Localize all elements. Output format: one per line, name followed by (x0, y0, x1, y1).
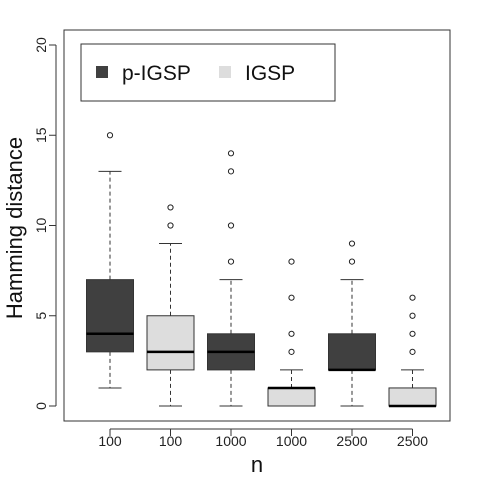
outlier-point (409, 312, 416, 319)
box-body (328, 333, 376, 371)
legend-swatch-igsp (219, 66, 231, 78)
box-5 (328, 240, 376, 407)
y-tick-label: 20 (33, 37, 49, 53)
legend: p-IGSP IGSP (80, 43, 336, 102)
legend-box (80, 43, 336, 102)
x-tick-label: 100 (159, 433, 183, 449)
box-body (146, 315, 195, 371)
x-axis: 100 100 1000 1000 2500 2500 (98, 428, 428, 449)
outlier-point (348, 240, 356, 247)
x-tick-label: 1000 (276, 433, 307, 449)
outlier-point (288, 348, 295, 355)
box-6 (388, 294, 437, 408)
box-body (388, 387, 437, 407)
outlier-point (106, 132, 114, 139)
y-tick-label: 0 (33, 402, 49, 410)
box-1 (86, 132, 134, 389)
box-4 (267, 258, 316, 407)
x-tick-label: 2500 (397, 433, 428, 449)
x-axis-title: n (251, 452, 263, 477)
y-tick-label: 15 (33, 127, 49, 143)
outlier-point (167, 204, 174, 211)
outlier-point (288, 294, 295, 301)
outlier-point (409, 294, 416, 301)
y-axis-title: Hamming distance (2, 137, 27, 319)
legend-swatch-p-igsp (96, 66, 108, 78)
plot-frame (63, 29, 451, 422)
y-tick-label: 10 (33, 218, 49, 234)
outlier-point (227, 168, 235, 175)
box-3 (207, 150, 255, 407)
box-body (267, 387, 316, 407)
outlier-point (348, 258, 356, 265)
boxes (86, 132, 437, 408)
legend-label-p-igsp: p-IGSP (122, 62, 191, 85)
outlier-point (227, 258, 235, 265)
outlier-point (288, 258, 295, 265)
outlier-point (409, 348, 416, 355)
y-axis: 0 5 10 15 20 (33, 37, 57, 410)
y-tick-label: 5 (33, 312, 49, 320)
legend-label-igsp: IGSP (245, 62, 295, 85)
x-tick-label: 1000 (215, 433, 246, 449)
box-2 (146, 204, 195, 407)
x-tick-label: 2500 (336, 433, 367, 449)
outlier-point (288, 330, 295, 337)
outlier-point (409, 330, 416, 337)
outlier-point (167, 222, 174, 229)
box-body (86, 279, 134, 353)
outlier-point (227, 222, 235, 229)
x-tick-label: 100 (98, 433, 122, 449)
outlier-point (227, 150, 235, 157)
